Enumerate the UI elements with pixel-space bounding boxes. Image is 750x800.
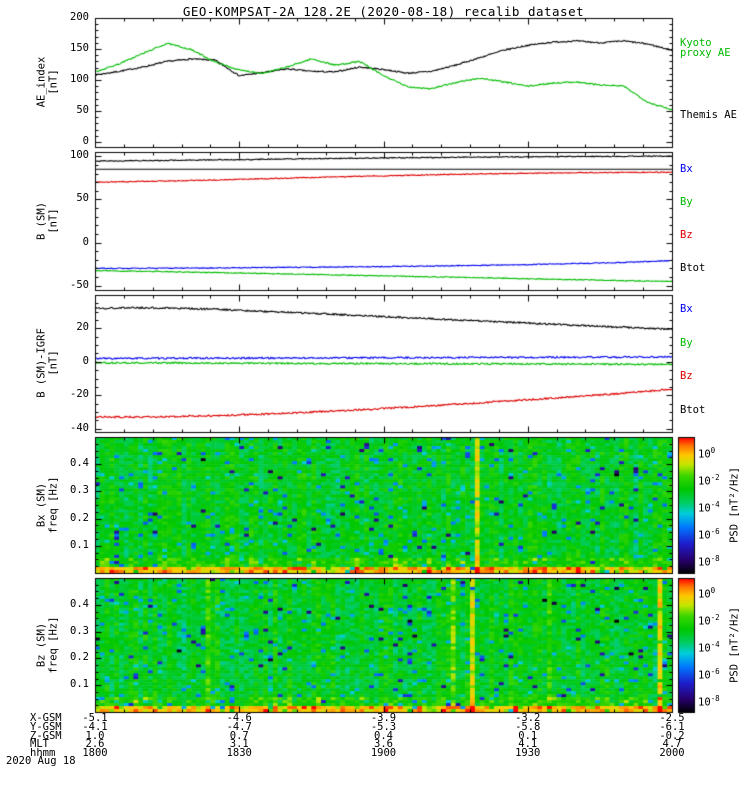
- y-tick-label: 0.4: [70, 598, 89, 610]
- axis-row-value: 1900: [370, 747, 397, 760]
- y-axis-label-line: Bz (SM): [35, 622, 48, 668]
- axis-row-value: 3.6: [374, 738, 393, 751]
- y-tick-label: 0: [82, 135, 89, 147]
- legend-btot: Btot: [680, 404, 706, 417]
- axis-row-value: 2.6: [85, 738, 105, 751]
- chart-title: GEO-KOMPSAT-2A 128.2E (2020-08-18) recal…: [182, 4, 585, 19]
- axis-row-value: 4.1: [518, 738, 538, 751]
- y-tick-label: -40: [70, 422, 89, 434]
- colorbar-tick-label: 10-2: [698, 613, 720, 628]
- y-tick-label: 20: [76, 321, 89, 333]
- axis-row-label-mlt: MLT: [30, 738, 49, 751]
- y-tick-label: 100: [70, 149, 89, 161]
- y-tick-label: 0: [82, 236, 89, 248]
- axis-row-value: -3.9: [370, 712, 397, 724]
- axis-row-value: 0.7: [229, 729, 249, 742]
- axis-row-value: 0.1: [518, 729, 538, 742]
- y-tick-label: -50: [70, 279, 89, 291]
- y-tick-label: 50: [76, 104, 89, 116]
- y-tick-label: -20: [70, 388, 89, 400]
- colorbar-tick-label: 10-8: [698, 554, 720, 569]
- axis-row-value: 2000: [659, 747, 685, 760]
- legend-bx: Bx: [680, 303, 693, 316]
- y-tick-label: 200: [70, 11, 89, 23]
- y-axis-label-line: B (SM)-IGRF: [35, 328, 48, 398]
- y-axis-label-line: Bx (SM): [35, 482, 48, 528]
- colorbar-tick-label: 10-4: [698, 640, 720, 655]
- y-tick-label: 150: [70, 42, 89, 54]
- axis-row-value: 1830: [226, 747, 252, 760]
- y-tick-label: 0.1: [70, 678, 89, 690]
- legend-bz: Bz: [680, 229, 693, 242]
- axis-row-label-y-gsm: Y-GSM: [30, 720, 62, 733]
- date-label: 2020 Aug 18: [6, 755, 76, 767]
- y-tick-label: 50: [76, 192, 89, 204]
- legend-kyoto: Kyoto: [680, 36, 712, 49]
- axis-row-value: 4.7: [662, 738, 682, 751]
- axis-row-value: 0.4: [374, 729, 393, 742]
- legend-bx: Bx: [680, 162, 693, 175]
- axis-row-value: -2.5: [659, 712, 685, 724]
- y-tick-label: 0.2: [70, 651, 89, 663]
- colorbar-tick-label: 10-6: [698, 527, 720, 542]
- axis-row-value: -0.2: [659, 729, 685, 742]
- axis-row-value: -5.3: [370, 720, 397, 733]
- legend-btot: Btot: [680, 262, 706, 275]
- y-axis-label-line: AE_index: [35, 56, 48, 108]
- axis-row-value: 1800: [82, 747, 108, 760]
- axis-row-value: 3.1: [229, 738, 249, 751]
- colorbar-tick-label: 100: [698, 445, 716, 461]
- axis-row-label-z-gsm: Z-GSM: [30, 729, 62, 742]
- colorbar-label-bx: PSD [nT²/Hz]: [728, 467, 741, 543]
- axis-row-value: -4.7: [226, 720, 252, 733]
- colorbar-tick-label: 10-8: [698, 693, 720, 709]
- legend-by: By: [680, 337, 693, 350]
- y-axis-label-line: B (SM): [35, 202, 48, 240]
- y-tick-label: 0: [82, 355, 89, 367]
- axis-row-label-x-gsm: X-GSM: [30, 712, 62, 724]
- colorbar-tick-label: 10-2: [698, 472, 720, 488]
- y-tick-label: 0.3: [70, 484, 89, 496]
- axis-row-value: -5.1: [82, 712, 108, 724]
- axis-row-value: -5.8: [515, 720, 541, 733]
- axis-row-value: -3.2: [515, 712, 541, 724]
- legend-themis-ae: Themis AE: [680, 109, 737, 122]
- colorbar-tick-label: 10-4: [698, 500, 720, 515]
- y-axis-label-b-sm: B (SM) [nT]: [35, 202, 60, 240]
- axis-row-label-hhmm: hhmm: [30, 747, 56, 760]
- colorbar-label-bz: PSD [nT²/Hz]: [728, 607, 741, 683]
- y-tick-label: 0.3: [70, 625, 89, 637]
- y-tick-label: 100: [70, 73, 89, 85]
- legend-bz: Bz: [680, 370, 693, 383]
- y-axis-unit: [nT]: [47, 208, 59, 234]
- axis-row-value: 1.0: [85, 729, 105, 742]
- colorbar-tick-label: 100: [698, 586, 716, 601]
- legend-by: By: [680, 196, 693, 209]
- axis-row-value: 1930: [515, 747, 541, 760]
- axis-row-value: -4.1: [82, 720, 108, 733]
- y-tick-label: 0.4: [70, 457, 89, 469]
- colorbar-tick-label: 10-6: [698, 666, 720, 682]
- y-tick-label: 0.1: [70, 539, 89, 551]
- axis-row-value: -6.1: [659, 720, 685, 733]
- legend-proxy-ae: proxy AE: [680, 47, 731, 60]
- axis-row-value: -4.6: [226, 712, 252, 724]
- y-tick-label: 0.2: [70, 512, 89, 524]
